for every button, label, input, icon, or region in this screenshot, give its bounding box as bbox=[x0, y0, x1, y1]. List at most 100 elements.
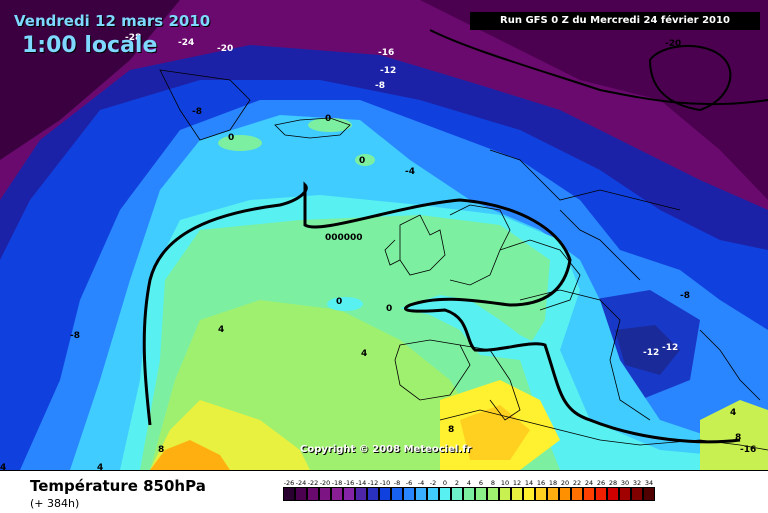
contour-label: 0 bbox=[228, 133, 234, 143]
scale-label: 12 bbox=[512, 479, 522, 487]
temperature-map: -28 -24 -20 -16 -12 -8 -20 -8 0 0 0 -4 0… bbox=[0, 0, 768, 470]
contour-label: -16 bbox=[378, 48, 394, 58]
contour-label: 8 bbox=[158, 445, 164, 455]
scale-swatch bbox=[367, 487, 379, 501]
scale-label: -12 bbox=[367, 479, 379, 487]
contour-label: -8 bbox=[192, 107, 202, 117]
minus-16-contour bbox=[429, 29, 768, 106]
scale-label: 26 bbox=[596, 479, 606, 487]
scale-swatch bbox=[295, 487, 307, 501]
forecast-lead: (+ 384h) bbox=[30, 497, 80, 510]
contour-label: -12 bbox=[643, 348, 659, 358]
scale-label: 6 bbox=[478, 479, 484, 487]
scale-swatch bbox=[643, 487, 655, 501]
scale-label: -24 bbox=[295, 479, 307, 487]
zero-isotherm-contour bbox=[142, 181, 741, 444]
scale-swatch bbox=[379, 487, 391, 501]
very-cold-zone-top-right bbox=[420, 0, 768, 200]
warm-zone-south-inner bbox=[460, 405, 530, 460]
band-plus-12 bbox=[150, 440, 230, 470]
copyright-notice: Copyright © 2008 Meteociel.fr bbox=[300, 444, 472, 455]
contour-label: 0 bbox=[386, 304, 392, 314]
scale-swatch bbox=[595, 487, 607, 501]
scale-swatch bbox=[571, 487, 583, 501]
scale-label: 34 bbox=[644, 479, 654, 487]
contour-label: -4 bbox=[405, 167, 415, 177]
scale-label: -10 bbox=[379, 479, 391, 487]
contour-label: 4 bbox=[361, 349, 367, 359]
scale-label: 28 bbox=[608, 479, 618, 487]
scale-label: -16 bbox=[343, 479, 355, 487]
contour-label: -28 bbox=[125, 33, 141, 43]
contour-label: 8 bbox=[448, 425, 454, 435]
contour-label: -8 bbox=[70, 331, 80, 341]
scale-swatch bbox=[523, 487, 535, 501]
color-scale: -26 -24 -22 -20 -18 -16 -14 -12 -10 -8 -6 -4 -2 0 2 4 6 8… bbox=[283, 479, 655, 501]
scale-label: 2 bbox=[454, 479, 460, 487]
scale-label: -26 bbox=[283, 479, 295, 487]
very-cold-zone-top-left bbox=[0, 0, 180, 160]
scale-swatch bbox=[607, 487, 619, 501]
scale-swatch bbox=[427, 487, 439, 501]
scale-swatches bbox=[283, 487, 655, 501]
contour-label: 4 bbox=[0, 463, 6, 470]
contour-label: 0 bbox=[325, 114, 331, 124]
minus-20-contour bbox=[648, 44, 732, 112]
scale-swatch bbox=[535, 487, 547, 501]
scale-swatch bbox=[583, 487, 595, 501]
contour-labels: -28 -24 -20 -16 -12 -8 -20 -8 0 0 0 -4 0… bbox=[0, 33, 756, 470]
scale-swatch bbox=[391, 487, 403, 501]
scale-swatch bbox=[451, 487, 463, 501]
scale-label: -18 bbox=[331, 479, 343, 487]
contour-label: 0 bbox=[336, 297, 342, 307]
run-info: Run GFS 0 Z du Mercredi 24 février 2010 bbox=[470, 12, 760, 30]
scale-swatch bbox=[307, 487, 319, 501]
eastern-core-inner bbox=[615, 325, 680, 375]
scale-swatch bbox=[559, 487, 571, 501]
scale-label: -2 bbox=[429, 479, 437, 487]
scale-label: -14 bbox=[355, 479, 367, 487]
scale-swatch bbox=[343, 487, 355, 501]
scale-label: 24 bbox=[584, 479, 594, 487]
scale-swatch bbox=[619, 487, 631, 501]
contour-label: 4 bbox=[730, 408, 736, 418]
scale-swatch bbox=[331, 487, 343, 501]
cold-pool-atlantic bbox=[327, 297, 363, 311]
contour-label: 4 bbox=[97, 463, 103, 470]
scale-label: 18 bbox=[548, 479, 558, 487]
scale-swatch bbox=[547, 487, 559, 501]
scale-label: -6 bbox=[405, 479, 413, 487]
contour-label: -12 bbox=[662, 343, 678, 353]
contour-label: -8 bbox=[375, 81, 385, 91]
scale-label: -22 bbox=[307, 479, 319, 487]
scale-label: 0 bbox=[442, 479, 448, 487]
scale-swatch bbox=[487, 487, 499, 501]
scale-swatch bbox=[631, 487, 643, 501]
scale-swatch bbox=[355, 487, 367, 501]
scale-swatch bbox=[319, 487, 331, 501]
forecast-time: 1:00 locale bbox=[22, 33, 158, 58]
scale-label: 16 bbox=[536, 479, 546, 487]
scale-swatch bbox=[499, 487, 511, 501]
scale-label: 10 bbox=[500, 479, 510, 487]
scale-label: 32 bbox=[632, 479, 642, 487]
coastlines bbox=[159, 69, 768, 451]
contour-label: 0 bbox=[359, 156, 365, 166]
scale-label: 8 bbox=[490, 479, 496, 487]
contour-label: 8 bbox=[735, 433, 741, 443]
scale-label: 20 bbox=[560, 479, 570, 487]
scale-label: -8 bbox=[393, 479, 401, 487]
contour-label: -20 bbox=[217, 44, 233, 54]
scale-swatch bbox=[439, 487, 451, 501]
cold-pool-greenland bbox=[218, 135, 262, 151]
contour-label: -20 bbox=[665, 39, 681, 49]
scale-swatch bbox=[511, 487, 523, 501]
scale-label: 22 bbox=[572, 479, 582, 487]
cold-pool-norway bbox=[355, 154, 375, 166]
scale-label: -20 bbox=[319, 479, 331, 487]
contour-label: -12 bbox=[380, 66, 396, 76]
scale-swatch bbox=[475, 487, 487, 501]
scale-swatch bbox=[415, 487, 427, 501]
scale-label: 30 bbox=[620, 479, 630, 487]
